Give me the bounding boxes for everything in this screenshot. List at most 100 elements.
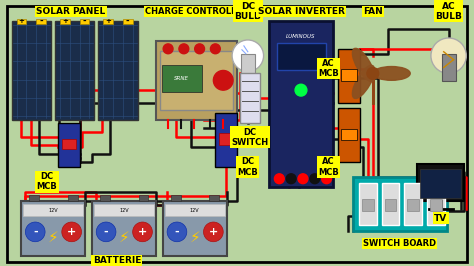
Bar [382,183,400,225]
Ellipse shape [373,66,410,80]
Bar [11,21,51,120]
Text: SOLAR INVERTER: SOLAR INVERTER [257,7,345,16]
Bar [215,113,237,167]
Bar [338,49,360,103]
Circle shape [367,68,379,79]
Bar [353,177,447,231]
Bar [210,196,219,201]
Text: +: + [209,227,218,237]
Text: -: - [33,227,37,237]
Bar [407,200,419,211]
Circle shape [431,38,466,73]
Text: SRNE: SRNE [174,76,190,81]
Text: -: - [174,227,179,237]
Text: AC
MCB: AC MCB [318,59,339,78]
Circle shape [133,222,152,242]
Text: DC
SWITCH: DC SWITCH [231,128,268,147]
Text: TV: TV [434,214,447,223]
Text: ⚡: ⚡ [189,230,200,245]
Bar [430,200,442,211]
Circle shape [295,84,307,96]
Bar [219,134,233,145]
Bar [103,19,113,24]
Circle shape [310,174,319,184]
Bar [241,54,255,78]
Bar [359,183,377,225]
Bar [341,69,357,81]
Bar [100,196,110,201]
Bar [277,43,326,70]
Text: DC
BULB: DC BULB [234,2,261,21]
Bar [68,196,78,201]
Text: SOLAR PANEL: SOLAR PANEL [36,7,105,16]
Bar [23,204,83,216]
Bar [17,19,27,24]
Text: DC
MCB: DC MCB [237,157,258,177]
Text: -: - [126,17,129,26]
Bar [98,21,137,120]
Ellipse shape [352,65,374,98]
Bar [240,73,260,123]
Text: AC
MCB: AC MCB [318,157,339,177]
Bar [162,65,201,92]
Bar [270,21,333,187]
Bar [341,128,357,140]
Bar [138,196,148,201]
Text: -: - [104,227,109,237]
Bar [171,196,181,201]
Circle shape [232,40,264,72]
Bar [404,183,422,225]
Bar [62,139,75,149]
Text: -: - [82,17,86,26]
Bar [417,164,465,201]
Circle shape [203,222,223,242]
Text: 12V: 12V [48,208,58,213]
Circle shape [322,174,331,184]
Circle shape [167,222,187,242]
Text: FAN: FAN [363,7,383,16]
Circle shape [286,174,296,184]
Bar [123,19,133,24]
Text: +: + [138,227,147,237]
Bar [94,204,155,216]
Bar [165,204,225,216]
Text: +: + [105,18,111,24]
Bar [362,200,374,211]
Bar [427,183,445,225]
Text: ⚡: ⚡ [47,230,58,245]
Circle shape [298,174,308,184]
Bar [55,21,94,120]
Circle shape [26,222,45,242]
Text: BATTERIE: BATTERIE [93,256,141,265]
Text: SWITCH BOARD: SWITCH BOARD [363,239,436,248]
Ellipse shape [352,48,374,81]
Text: ⚡: ⚡ [118,230,129,245]
Bar [36,19,46,24]
Text: LUMINOUS: LUMINOUS [286,34,316,39]
Bar [80,19,90,24]
Circle shape [179,44,189,54]
Bar [442,54,456,81]
Text: +: + [62,18,68,24]
Bar [29,196,39,201]
Bar [60,19,70,24]
Circle shape [96,222,116,242]
Circle shape [274,174,284,184]
Circle shape [210,44,220,54]
Bar [338,108,360,162]
Circle shape [62,222,82,242]
Bar [384,200,396,211]
Bar [163,201,227,256]
Text: DC
MCB: DC MCB [36,172,57,192]
Text: AC
BULB: AC BULB [435,2,462,21]
Bar [160,51,233,110]
Circle shape [163,44,173,54]
Bar [420,169,461,198]
Text: +: + [67,227,76,237]
Text: +: + [18,18,24,24]
Circle shape [195,44,204,54]
Text: 12V: 12V [190,208,200,213]
Text: 12V: 12V [119,208,128,213]
Text: -: - [39,17,43,26]
Bar [21,201,85,256]
